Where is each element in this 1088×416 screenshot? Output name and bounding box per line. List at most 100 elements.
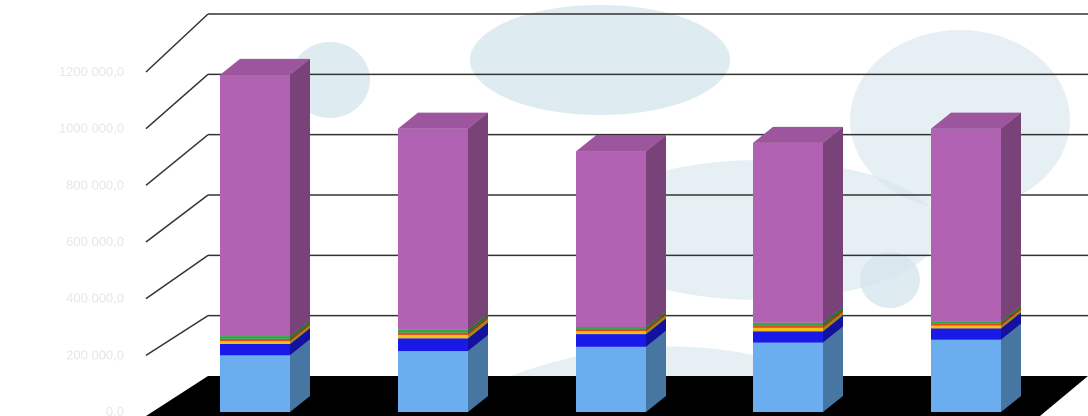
bar-side (823, 309, 843, 328)
bar-segment (398, 322, 488, 352)
bar-front (576, 151, 646, 327)
bar-segment (576, 318, 666, 347)
bar-segment (576, 311, 666, 329)
bar-front (220, 355, 290, 412)
bar-segment (220, 322, 310, 342)
bar-segment (753, 306, 843, 326)
bar-side (646, 315, 666, 335)
bar-side (290, 58, 310, 337)
bar-segment (398, 316, 488, 335)
bar-side (823, 126, 843, 323)
bar-side (1001, 323, 1021, 412)
bar-side (646, 135, 666, 327)
bar-side (290, 325, 310, 344)
bar-front (931, 323, 1001, 326)
bar-front (576, 327, 646, 329)
bar-segment (753, 126, 843, 323)
bar-segment (220, 328, 310, 356)
bar-segment (398, 313, 488, 333)
bar-segment (931, 309, 1021, 329)
bar-top (753, 126, 843, 143)
bar-side (468, 316, 488, 335)
bar-segment (220, 320, 310, 339)
bar-front (398, 338, 468, 352)
bar-stack (398, 112, 488, 412)
gridline-side (145, 254, 209, 300)
bar-stack (576, 135, 666, 412)
bar-side (290, 322, 310, 342)
bar-segment (220, 58, 310, 337)
bar-front (753, 325, 823, 328)
bar-side (1001, 309, 1021, 329)
gridline-side (145, 73, 209, 130)
bar-side (646, 330, 666, 412)
y-tick-label: 200 000,0 (66, 347, 124, 362)
bar-front (398, 332, 468, 335)
bar-segment (398, 318, 488, 339)
bar-side (823, 306, 843, 326)
bar-side (823, 311, 843, 332)
bar-segment (931, 305, 1021, 324)
bar-front (576, 328, 646, 332)
bar-segment (576, 315, 666, 335)
bar-segment (576, 135, 666, 327)
bar-front (753, 322, 823, 326)
bar-side (468, 335, 488, 412)
bar-segment (753, 311, 843, 332)
bar-side (290, 320, 310, 339)
bar-stack (931, 112, 1021, 412)
bar-front (753, 342, 823, 412)
gridline-side (145, 315, 209, 356)
bar-side (290, 339, 310, 412)
bar-front (753, 331, 823, 343)
bar-front (931, 339, 1001, 412)
bar-segment (931, 307, 1021, 326)
bar-front (931, 128, 1001, 322)
bar-side (646, 312, 666, 332)
bar-segment (931, 312, 1021, 340)
bar-side (646, 318, 666, 347)
bar-segment (753, 326, 843, 412)
bar-side (1001, 307, 1021, 326)
bar-front (931, 321, 1001, 324)
bar-side (646, 311, 666, 329)
bar-front (220, 74, 290, 337)
bar-segment (931, 112, 1021, 322)
bar-segment (576, 312, 666, 332)
bar-segment (220, 325, 310, 344)
y-tick-label: 0,0 (106, 404, 124, 416)
bar-side (823, 326, 843, 412)
bar-side (468, 313, 488, 333)
bar-front (398, 334, 468, 339)
bar-side (823, 315, 843, 343)
bar-top (398, 112, 488, 129)
bar-side (1001, 305, 1021, 324)
bar-front (220, 341, 290, 344)
bar-front (931, 328, 1001, 340)
y-tick-label: 400 000,0 (66, 291, 124, 306)
bar-side (290, 328, 310, 356)
bar-segment (753, 309, 843, 328)
bar-side (468, 318, 488, 339)
bar-front (398, 351, 468, 412)
bar-top (931, 112, 1021, 129)
bar-top (220, 58, 310, 75)
bar-front (576, 334, 646, 347)
bar-side (1001, 112, 1021, 322)
bar-side (1001, 312, 1021, 340)
bar-stack (753, 126, 843, 412)
gridline-side (145, 13, 209, 73)
bar-front (398, 329, 468, 333)
bar-front (753, 327, 823, 332)
gridline-side (145, 134, 209, 186)
bar-front (220, 338, 290, 342)
bar-segment (220, 339, 310, 412)
bar-stack (220, 58, 310, 412)
bar-side (468, 322, 488, 352)
bar-front (753, 142, 823, 323)
y-tick-label: 1000 000,0 (59, 121, 124, 136)
y-tick-label: 600 000,0 (66, 234, 124, 249)
y-tick-label: 1200 000,0 (59, 64, 124, 79)
